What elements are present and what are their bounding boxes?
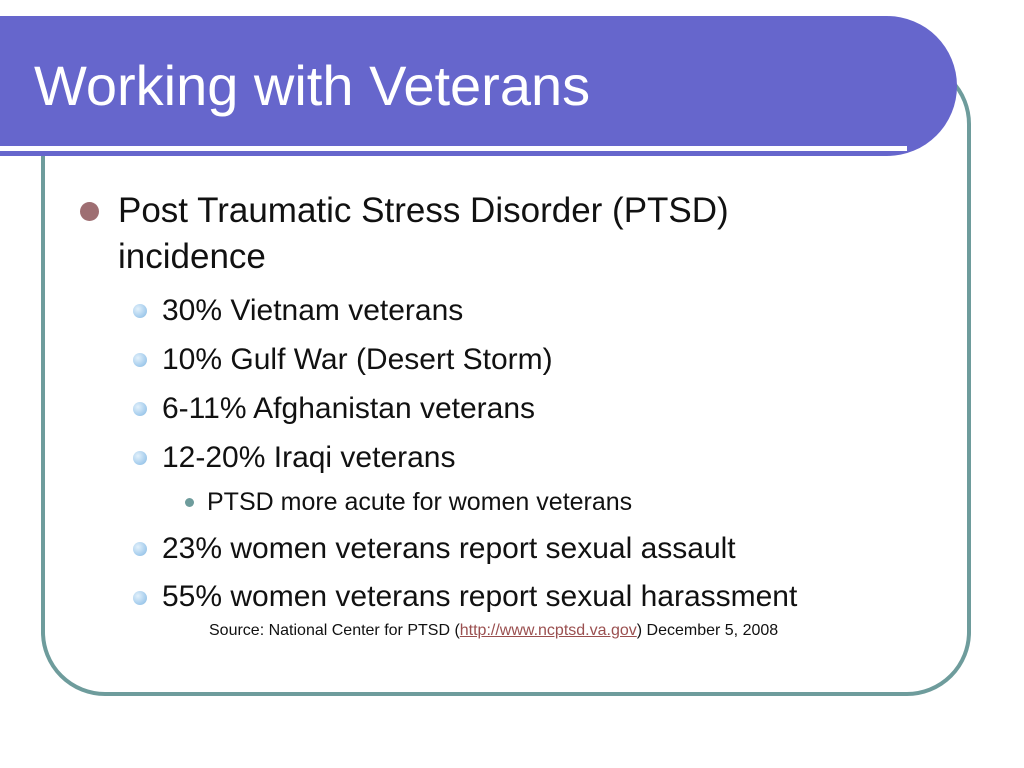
bullet-item-vietnam: 30% Vietnam veterans (162, 294, 464, 327)
source-citation: Source: National Center for PTSD (http:/… (209, 621, 778, 641)
sphere-bullet-icon (133, 402, 147, 416)
bullet-item-afghanistan: 6-11% Afghanistan veterans (162, 392, 536, 425)
bullet-level1-ptsd: Post Traumatic Stress Disorder (PTSD) in… (118, 191, 729, 276)
round-bullet-icon (80, 202, 99, 221)
bullet-item-iraq: 12-20% Iraqi veterans (162, 441, 456, 474)
content-frame (41, 60, 971, 696)
title-banner: Working with Veterans (0, 16, 957, 156)
title-underline (0, 146, 907, 151)
small-dot-bullet-icon (185, 498, 194, 507)
source-suffix: ) December 5, 2008 (636, 622, 779, 639)
sphere-bullet-icon (133, 304, 147, 318)
sphere-bullet-icon (133, 353, 147, 367)
sphere-bullet-icon (133, 451, 147, 465)
bullet-item-gulf-war: 10% Gulf War (Desert Storm) (162, 343, 553, 376)
sphere-bullet-icon (133, 542, 147, 556)
bullet-item-sexual-harassment: 55% women veterans report sexual harassm… (162, 580, 798, 613)
source-link[interactable]: http://www.ncptsd.va.gov (459, 622, 637, 639)
bullet-item-sexual-assault: 23% women veterans report sexual assault (162, 532, 736, 565)
bullet-subitem-women-acute: PTSD more acute for women veterans (207, 488, 633, 516)
slide-title: Working with Veterans (34, 54, 591, 117)
sphere-bullet-icon (133, 591, 147, 605)
source-prefix: Source: National Center for PTSD ( (209, 622, 460, 639)
